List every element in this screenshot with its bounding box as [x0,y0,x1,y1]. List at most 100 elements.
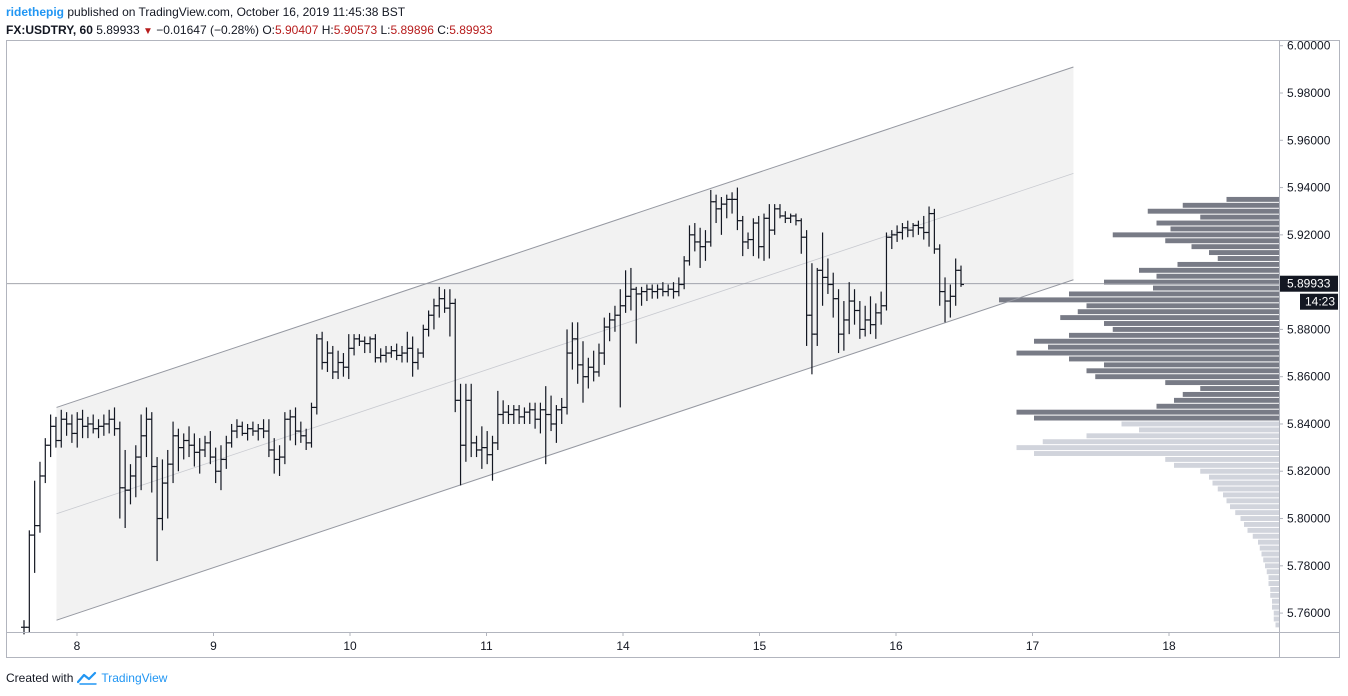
time-tick-label: 8 [74,639,81,653]
channel-mid-line [56,173,1074,515]
volume-profile-bar [1230,504,1279,510]
volume-profile-bar [1235,510,1279,516]
volume-profile-bar [1247,527,1279,533]
price-tick-label: 5.78000 [1287,559,1331,573]
volume-profile-bar [1270,586,1279,592]
author-link[interactable]: ridethepig [6,5,65,19]
ohlc-bar [26,530,33,632]
price-tick-label: 5.86000 [1287,370,1331,384]
volume-profile-bar [1226,196,1279,202]
time-tick-label: 18 [1162,639,1176,653]
countdown-badge [1300,293,1338,310]
volume-profile-bar [1226,498,1279,504]
volume-profile-bar [1016,350,1279,356]
price-tick-label: 5.92000 [1287,228,1331,242]
volume-profile-bar [1153,285,1279,291]
volume-profile-bar [1217,256,1279,261]
volume-profile-bar [1275,622,1279,628]
volume-profile-bar [1086,368,1279,374]
volume-profile-bar [1112,326,1279,332]
price-tick-label: 5.82000 [1287,464,1331,478]
chart-frame: 6.000005.980005.960005.940005.920005.900… [6,39,1340,658]
tradingview-logo-icon [77,671,98,685]
volume-profile-bar [1034,338,1279,344]
channel-upper-line [56,66,1074,408]
open-value: 5.90407 [275,23,319,37]
volume-profile-bar [999,297,1279,303]
volume-profile-bar [1048,344,1279,350]
down-triangle-icon: ▼ [142,26,153,37]
tradingview-brand-link[interactable]: TradingView [101,671,168,685]
volume-profile-bar [1086,303,1279,309]
volume-profile-bar [1263,557,1279,563]
volume-profile-bar [1244,521,1279,527]
close-label: C: [437,23,450,37]
footer: Created with TradingView [6,670,167,686]
price-tick-label: 6.00000 [1287,41,1331,53]
volume-profile-bar [1200,468,1279,474]
volume-profile-bar [1174,462,1279,468]
close-value: 5.89933 [449,23,493,37]
symbol-label: FX:USDTRY, 60 [6,23,93,37]
volume-profile-bar [1270,592,1279,598]
time-tick-label: 17 [1026,639,1040,653]
ohlc-bar [42,438,49,484]
ohlc-bar [36,461,43,533]
price-tick-label: 5.84000 [1287,417,1331,431]
volume-profile-bar [1165,380,1279,386]
price-tick-label: 5.80000 [1287,512,1331,526]
volume-profile-bar [1268,581,1279,586]
volume-profile-bar [1069,291,1279,297]
time-tick-label: 9 [210,639,217,653]
volume-profile-bar [1069,356,1279,362]
time-tick-label: 10 [343,639,357,653]
volume-profile-bar [1165,238,1279,244]
volume-profile-bar [1042,439,1279,445]
volume-profile-bar [1034,415,1279,421]
volume-profile-bar [1265,563,1279,569]
volume-profile-bar [1156,273,1279,279]
volume-profile-bar [1272,604,1279,610]
high-value: 5.90573 [333,23,378,37]
high-label: H: [321,23,334,37]
ohlc-legend: FX:USDTRY, 60 5.89933 ▼ −0.01647 (−0.28%… [6,22,493,40]
volume-profile-bar [1121,421,1279,427]
time-tick-label: 15 [753,639,767,653]
volume-profile-bar [1177,261,1279,267]
channel-lower-line [56,279,1074,621]
low-label: L: [380,23,391,37]
price-tick-label: 5.88000 [1287,322,1331,336]
volume-profile-bar [1268,575,1279,581]
volume-profile-bar [1060,315,1279,321]
volume-profile-bar [1209,474,1279,480]
price-tick-label: 5.94000 [1287,181,1331,195]
volume-profile-bar [1069,332,1279,338]
low-value: 5.89896 [390,23,434,37]
price-tick-label: 5.76000 [1287,606,1331,620]
volume-profile-bar [1259,545,1279,551]
last-price-badge-label: 5.89933 [1287,277,1331,291]
volume-profile-bar [1182,202,1279,208]
volume-profile-bar [1104,321,1279,326]
change-value: −0.01647 (−0.28%) [156,23,259,37]
price-chart[interactable]: 6.000005.980005.960005.940005.920005.900… [7,39,1339,657]
publish-line: ridethepig published on TradingView.com,… [6,4,405,20]
volume-profile-bar [1266,569,1279,575]
volume-profile-bar [1240,516,1279,521]
volume-profile-bar [1258,539,1279,545]
volume-profile-bar [1156,220,1279,226]
volume-profile-bar [1223,492,1279,498]
price-tick-label: 5.96000 [1287,133,1331,147]
published-text: published on TradingView.com, October 16… [67,5,406,19]
volume-profile-bar [1261,551,1279,557]
volume-profile-bar [1200,386,1279,391]
countdown-badge-label: 14:23 [1305,295,1335,309]
last-price-badge [1280,275,1338,292]
volume-profile-bar [1112,232,1279,238]
volume-profile-bar [1016,445,1279,451]
volume-profile-bar [1252,533,1279,539]
time-tick-label: 14 [616,639,630,653]
volume-profile-bar [1191,244,1279,250]
volume-profile-bar [1086,433,1279,439]
ohlc-bar [47,414,54,458]
